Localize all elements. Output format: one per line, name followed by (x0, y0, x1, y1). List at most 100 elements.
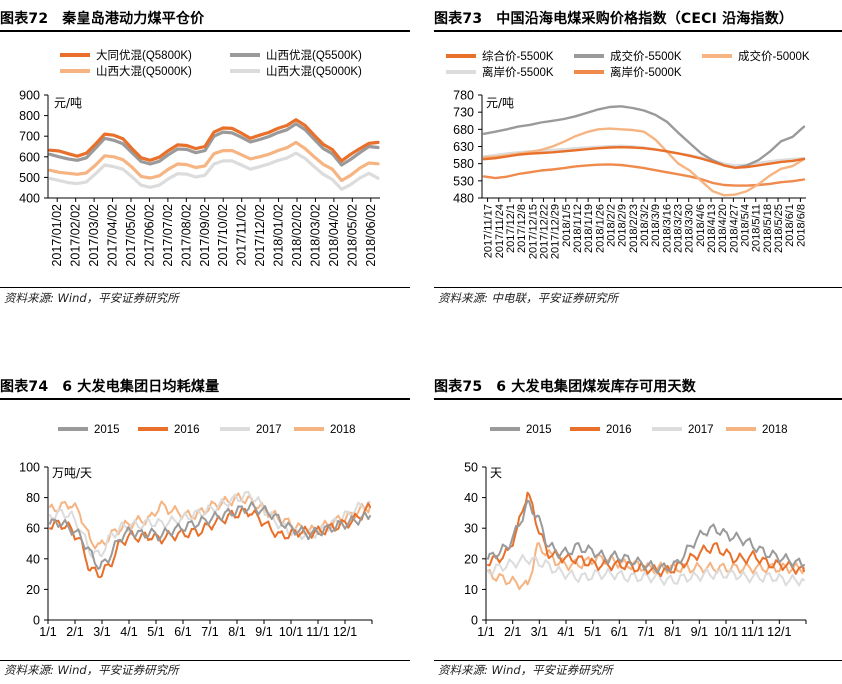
y-tick-label: 480 (453, 192, 474, 206)
x-tick-label: 2017/05/02 (124, 204, 138, 267)
source-note: 资料来源: 中电联，平安证券研究所 (438, 291, 619, 305)
x-tick-label: 2017/11/24 (494, 204, 506, 258)
x-tick-label: 2017/12/02 (253, 204, 267, 267)
legend-label: 山西大混(Q5000K) (266, 64, 362, 78)
x-tick-label: 2017/12/29 (550, 204, 562, 259)
y-tick-label: 630 (453, 140, 474, 154)
source-rule (434, 287, 842, 288)
y-tick-label: 10 (464, 583, 478, 597)
panel-daily-consumption: 图表74 6 大发电集团日均耗煤量 2015 2016 2017 2018 0 20 40 60… (0, 370, 410, 684)
series-line-2015 (49, 501, 371, 570)
x-tick-label: 2018/6/1 (784, 204, 796, 247)
series-line-山西大混(Q5000K) (48, 151, 380, 191)
series-line-2017 (49, 490, 371, 558)
title-rule (434, 30, 842, 32)
x-tick-label: 10/1 (714, 625, 738, 639)
y-tick-label: 0 (471, 614, 478, 628)
x-tick-label: 2018/5/11 (751, 204, 763, 252)
unit-label: 万吨/天 (52, 466, 92, 480)
x-tick-label: 2018/02/02 (290, 204, 304, 267)
x-tick-label: 2018/4/27 (728, 204, 740, 253)
y-tick-label: 780 (453, 89, 474, 103)
x-tick-label: 2017/02/02 (69, 204, 83, 267)
x-tick-label: 4/1 (120, 625, 137, 639)
x-tick-label: 2018/1/12 (572, 204, 584, 253)
x-tick-label: 2018/1/5 (561, 204, 573, 247)
y-tick-label: 600 (19, 150, 40, 164)
x-tick-label: 2017/11/02 (235, 204, 249, 266)
series-line-山西优混(Q5500K) (48, 122, 380, 167)
legend-label: 离岸价-5000K (610, 65, 682, 79)
x-tick-label: 2018/4/13 (706, 204, 718, 253)
x-tick-label: 8/1 (228, 625, 245, 639)
x-tick-label: 3/1 (531, 625, 548, 639)
chart-title: 图表74 6 大发电集团日均耗煤量 (0, 379, 220, 395)
x-tick-label: 12/1 (767, 625, 791, 639)
series-line-成交价-5500K (482, 105, 806, 170)
chart-title: 图表73 中国沿海电煤采购价格指数（CECI 沿海指数） (434, 11, 794, 27)
x-tick-label: 2018/2/23 (628, 204, 640, 253)
x-tick-label: 5/1 (584, 625, 601, 639)
x-tick-label: 2017/01/02 (50, 204, 64, 267)
chart-stock-days: 2015 2016 2017 2018 0 10 20 30 40 50 天 1/1 2/1 3/1 4/1… (464, 424, 807, 639)
chart-title: 图表72 秦皇岛港动力煤平仓价 (0, 11, 205, 27)
x-tick-label: 2018/04/02 (327, 204, 341, 267)
y-tick-label: 20 (26, 583, 40, 597)
x-tick-label: 12/1 (333, 625, 357, 639)
unit-label: 元/吨 (54, 96, 82, 110)
x-tick-label: 2017/04/02 (106, 204, 120, 267)
x-tick-label: 2018/01/02 (272, 204, 286, 267)
title-rule (0, 398, 410, 400)
x-tick-label: 7/1 (201, 625, 218, 639)
x-tick-label: 2/1 (504, 625, 521, 639)
x-tick-label: 11/1 (306, 625, 329, 639)
x-tick-label: 4/1 (557, 625, 574, 639)
x-tick-label: 2018/5/4 (740, 204, 752, 247)
x-tick-label: 2017/08/02 (179, 204, 193, 267)
title-rule (434, 398, 842, 400)
x-tick-label: 11/1 (741, 625, 764, 639)
x-tick-label: 2018/2/9 (617, 204, 629, 247)
source-note: 资料来源: Wind，平安证券研究所 (4, 663, 179, 677)
x-tick-label: 9/1 (255, 625, 272, 639)
y-tick-label: 500 (19, 171, 40, 185)
legend-label: 山西大混(Q5000K) (96, 64, 192, 78)
x-tick-label: 6/1 (174, 625, 191, 639)
legend-label: 大同优混(Q5800K) (96, 48, 192, 62)
legend-label: 2015 (526, 424, 552, 436)
y-tick-label: 700 (19, 130, 40, 144)
title-rule (0, 30, 410, 32)
chart-coal-price: 大同优混(Q5800K) 山西优混(Q5500K) 山西大混(Q5000K) 山西大混… (19, 48, 380, 267)
x-tick-label: 2017/09/02 (198, 204, 212, 267)
chart-title: 图表75 6 大发电集团煤炭库存可用天数 (434, 379, 696, 395)
x-tick-label: 2018/3/23 (673, 204, 685, 253)
x-tick-label: 2018/05/02 (345, 204, 359, 267)
series-line-山西大混(Q5000K) (48, 140, 380, 183)
x-tick-label: 9/1 (691, 625, 708, 639)
series-line-综合价-5500K (482, 145, 806, 170)
x-tick-label: 2017/12/8 (516, 204, 528, 253)
x-tick-label: 2018/5/25 (773, 204, 785, 253)
legend-label: 综合价-5500K (482, 49, 554, 63)
x-tick-label: 2017/03/02 (87, 204, 101, 267)
x-tick-label: 2018/4/20 (717, 204, 729, 253)
legend-label: 2017 (256, 424, 282, 436)
y-tick-label: 580 (453, 157, 474, 171)
y-tick-label: 30 (464, 522, 478, 536)
x-tick-label: 2017/12/1 (505, 204, 517, 253)
x-tick-label: 2018/2/2 (605, 204, 617, 247)
y-tick-label: 680 (453, 123, 474, 137)
y-tick-label: 80 (26, 491, 40, 505)
series-line-2017 (487, 554, 805, 587)
x-tick-label: 1/1 (39, 625, 56, 639)
panel-stock-days: 图表75 6 大发电集团煤炭库存可用天数 2015 2016 2017 2018 0 10 2… (434, 370, 842, 684)
x-tick-label: 2017/06/02 (142, 204, 156, 267)
x-tick-label: 8/1 (664, 625, 681, 639)
x-tick-label: 2017/07/02 (161, 204, 175, 267)
y-tick-label: 0 (33, 614, 40, 628)
series-line-成交价-5000K (482, 127, 806, 197)
x-tick-label: 2017/10/02 (216, 204, 230, 267)
y-tick-label: 20 (464, 552, 478, 566)
series-line-2016 (49, 502, 371, 579)
y-tick-label: 900 (19, 89, 40, 103)
